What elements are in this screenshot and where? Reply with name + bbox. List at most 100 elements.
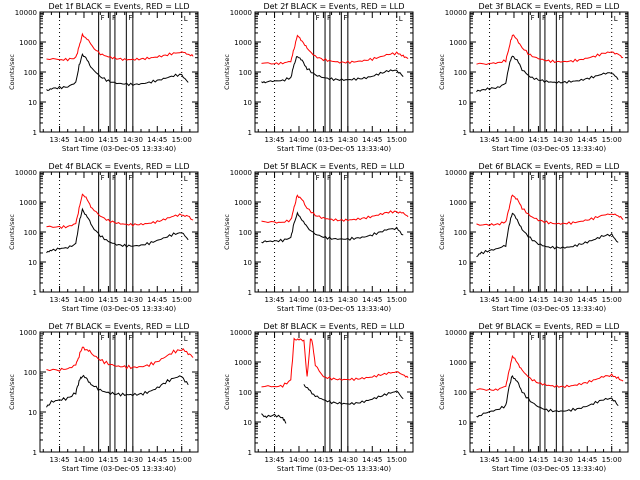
x-axis-label: Start Time (03-Dec-05 13:33:40) — [62, 465, 176, 473]
data-series-line — [261, 211, 404, 244]
y-tick-label: 1 — [463, 449, 467, 457]
y-axis-label: Counts/sec — [223, 374, 231, 410]
y-tick-label: 10 — [28, 409, 37, 417]
chart-title: Det 7f BLACK = Events, RED = LLD — [48, 322, 189, 331]
marker-letter: F — [343, 174, 347, 182]
y-axis-label: Counts/sec — [8, 54, 16, 90]
x-tick-label: 14:15 — [528, 136, 548, 144]
x-axis-label: Start Time (03-Dec-05 13:33:40) — [62, 145, 176, 153]
x-tick-label: 15:00 — [602, 456, 622, 464]
y-tick-label: 100 — [454, 389, 467, 397]
x-tick-label: 14:15 — [313, 296, 333, 304]
plot-frame — [254, 11, 414, 133]
data-series-line — [46, 193, 194, 230]
y-tick-label: 1 — [33, 449, 37, 457]
marker-letter: L — [184, 175, 188, 183]
x-tick-label: 15:00 — [602, 296, 622, 304]
y-tick-label: 10 — [28, 259, 37, 267]
y-tick-label: 1000 — [19, 199, 37, 207]
y-tick-label: 10000 — [230, 329, 252, 337]
data-series-line — [261, 34, 409, 66]
x-tick-label: 14:45 — [362, 456, 382, 464]
data-series-line — [476, 375, 619, 418]
data-series-line — [46, 53, 189, 92]
x-tick-label: 14:00 — [504, 136, 524, 144]
x-axis-label: Start Time (03-Dec-05 13:33:40) — [277, 145, 391, 153]
x-tick-label: 13:45 — [479, 296, 499, 304]
x-tick-label: 14:15 — [98, 136, 118, 144]
y-tick-label: 100 — [239, 69, 252, 77]
y-axis-label: Counts/sec — [223, 54, 231, 90]
plot-frame — [39, 171, 199, 293]
y-axis-label: Counts/sec — [8, 214, 16, 250]
y-tick-label: 10000 — [445, 9, 467, 17]
marker-letter: F — [327, 14, 331, 22]
marker-letter: L — [614, 15, 618, 23]
y-tick-label: 100 — [24, 369, 37, 377]
y-tick-label: 10 — [243, 99, 252, 107]
y-tick-label: 1000 — [234, 39, 252, 47]
y-tick-label: 10 — [243, 419, 252, 427]
marker-letter: L — [184, 335, 188, 343]
y-axis-label: Counts/sec — [438, 214, 446, 250]
data-series-line — [46, 32, 194, 62]
y-tick-label: 1 — [248, 129, 252, 137]
data-series-line — [476, 55, 619, 93]
data-series-line — [46, 374, 189, 408]
data-series-line — [476, 212, 619, 258]
y-tick-label: 1 — [463, 289, 467, 297]
marker-letter: F — [558, 14, 562, 22]
y-tick-label: 10 — [28, 99, 37, 107]
marker-letter: F — [316, 14, 320, 22]
x-tick-label: 13:45 — [49, 296, 69, 304]
x-axis-label: Start Time (03-Dec-05 13:33:40) — [277, 305, 391, 313]
y-tick-label: 1000 — [449, 199, 467, 207]
data-series-line — [261, 413, 287, 424]
x-tick-label: 13:45 — [479, 456, 499, 464]
marker-letter: F — [112, 174, 116, 182]
marker-letter: L — [614, 175, 618, 183]
chart-title: Det 3f BLACK = Events, RED = LLD — [478, 2, 619, 11]
marker-letter: F — [343, 14, 347, 22]
x-tick-label: 15:00 — [387, 136, 407, 144]
plot-frame — [39, 11, 199, 133]
data-series-line — [261, 56, 404, 84]
y-tick-label: 100 — [239, 229, 252, 237]
chart-title: Det 6f BLACK = Events, RED = LLD — [478, 162, 619, 171]
y-tick-label: 1 — [463, 129, 467, 137]
x-tick-label: 15:00 — [172, 296, 192, 304]
marker-letter: F — [531, 14, 535, 22]
y-tick-label: 10000 — [230, 169, 252, 177]
x-axis-label: Start Time (03-Dec-05 13:33:40) — [492, 305, 606, 313]
marker-letter: F — [542, 14, 546, 22]
chart-title: Det 9f BLACK = Events, RED = LLD — [478, 322, 619, 331]
x-tick-label: 14:30 — [553, 296, 573, 304]
chart-title: Det 2f BLACK = Events, RED = LLD — [263, 2, 404, 11]
data-series-line — [303, 384, 404, 406]
x-tick-label: 13:45 — [49, 456, 69, 464]
y-tick-label: 10000 — [15, 169, 37, 177]
plot-frame — [469, 171, 629, 293]
marker-letter: F — [343, 334, 347, 342]
y-tick-label: 1 — [33, 289, 37, 297]
x-tick-label: 14:30 — [338, 456, 358, 464]
x-tick-label: 14:15 — [98, 296, 118, 304]
marker-letter: F — [112, 14, 116, 22]
y-axis-label: Counts/sec — [223, 214, 231, 250]
x-tick-label: 15:00 — [602, 136, 622, 144]
x-tick-label: 13:45 — [264, 136, 284, 144]
y-tick-label: 100 — [454, 69, 467, 77]
marker-letter: F — [101, 334, 105, 342]
x-tick-label: 15:00 — [172, 136, 192, 144]
y-tick-label: 100 — [24, 69, 37, 77]
data-series-line — [476, 194, 624, 227]
x-tick-label: 14:00 — [74, 456, 94, 464]
plot-frame — [469, 11, 629, 133]
